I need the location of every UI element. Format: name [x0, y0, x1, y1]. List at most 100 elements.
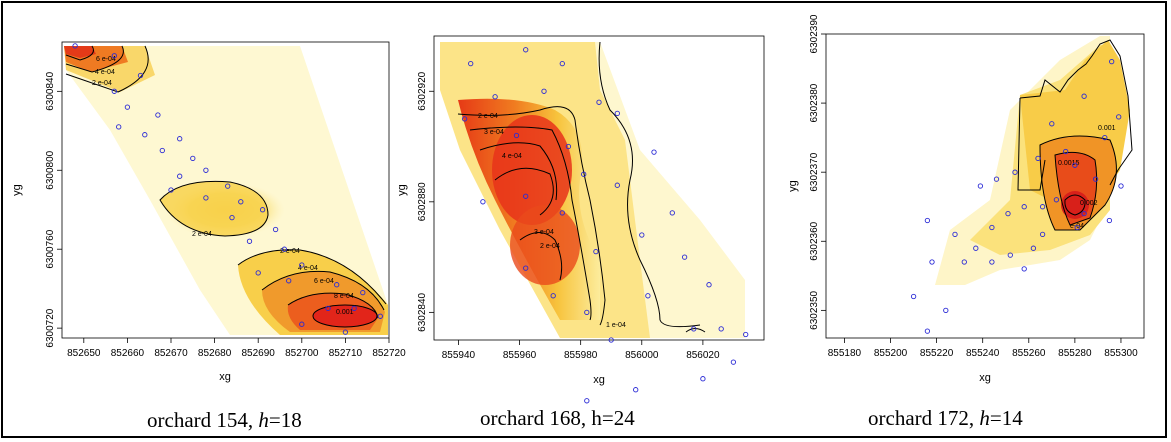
data-point [72, 43, 78, 49]
data-point [281, 246, 288, 252]
panel-2-caption: orchard 168, h=24 [480, 406, 635, 431]
y-tick-label: 6302390 [809, 14, 820, 53]
panel-1-points [72, 43, 383, 335]
data-point [259, 207, 266, 213]
panel-1-contour-label: 2 e-04 [280, 248, 300, 255]
y-tick-label: 6302360 [809, 221, 820, 260]
panel-2-x-label: xg [593, 374, 605, 386]
panel-3-contour-labels: 0.001 0.0015 0.002 e-04 [1058, 125, 1116, 230]
x-tick-label: 852700 [285, 348, 319, 359]
panel-1-heatmap [64, 46, 388, 335]
panel-2-caption-text: orchard 168, h=24 [480, 406, 635, 430]
data-point [1005, 210, 1011, 217]
data-point [989, 259, 995, 265]
panel-1-contour-label: 2 e-04 [192, 231, 212, 238]
data-point [706, 282, 712, 288]
panel-2-contour-label: 1 e-04 [606, 322, 626, 329]
x-tick-label: 855940 [442, 350, 476, 361]
panel-2-contour-label: 3 e-04 [484, 129, 504, 136]
data-point [238, 199, 244, 205]
panel-3-x-label: xg [979, 372, 991, 384]
data-point [581, 171, 587, 177]
panel-3-contour-label: 0.002 [1080, 200, 1098, 207]
data-point [681, 254, 688, 260]
data-point [1092, 176, 1099, 182]
data-point [137, 72, 144, 79]
data-point [111, 88, 117, 94]
data-point [1081, 210, 1087, 217]
panel-2-heatmap [440, 42, 745, 338]
panel-1-contour-label: 2 e-04 [92, 80, 112, 87]
y-tick-label: 6300800 [45, 150, 56, 189]
data-point [1030, 245, 1037, 251]
panel-2-contour-labels: 2 e-04 3 e-04 4 e-04 3 e-04 2 e-04 1 e-0… [478, 113, 626, 329]
panel-2-plot-area [433, 35, 765, 341]
panel-1-contour-label: 6 e-04 [314, 278, 334, 285]
data-point [645, 293, 651, 299]
data-point [1118, 183, 1124, 189]
y-tick-label: 6302840 [417, 292, 428, 331]
x-tick-label: 856020 [686, 350, 720, 361]
data-point [203, 167, 209, 173]
panel-2: 2 e-04 3 e-04 4 e-04 3 e-04 2 e-04 1 e-0… [396, 35, 765, 404]
panel-1-contour-label: 4 e-04 [298, 265, 318, 272]
x-tick-label: 852660 [111, 348, 145, 359]
data-point [286, 278, 292, 284]
data-point [584, 309, 590, 316]
y-tick-label: 6300760 [45, 229, 56, 268]
panel-1-caption-suffix: =18 [268, 408, 302, 432]
data-point [177, 173, 183, 179]
x-tick-label: 855300 [1104, 348, 1138, 359]
data-point [1007, 252, 1013, 258]
panel-2-contour-label: 2 e-04 [540, 243, 560, 250]
data-point [596, 99, 602, 105]
x-tick-label: 855960 [503, 350, 537, 361]
data-point [730, 359, 737, 365]
panel-2-contour-label: 3 e-04 [534, 229, 554, 236]
data-point [743, 331, 749, 338]
data-point [513, 132, 520, 139]
data-point [1049, 121, 1055, 127]
data-point [190, 155, 196, 162]
data-point [550, 293, 556, 299]
panel-3-caption: orchard 172, h=14 [868, 406, 1023, 431]
data-point [910, 293, 917, 300]
data-point [989, 224, 995, 231]
data-point [700, 376, 706, 382]
data-point [1102, 134, 1108, 141]
y-tick-label: 6302920 [417, 71, 428, 110]
panel-3-y-ticks: 6302350 6302360 6302370 6302380 6302390 [809, 14, 826, 330]
x-tick-label: 855240 [966, 348, 1000, 359]
data-point [559, 210, 565, 216]
y-tick-label: 6300720 [45, 308, 56, 347]
data-point [351, 305, 357, 312]
data-point [608, 337, 614, 343]
panel-3: 0.001 0.0015 0.002 e-04 855180 855200 8552… [787, 14, 1145, 384]
data-point [272, 226, 279, 233]
y-tick-label: 6302350 [809, 290, 820, 329]
panel-1-contour-label: 0.001 [336, 309, 354, 316]
data-point [565, 143, 572, 150]
x-tick-label: 852650 [67, 348, 101, 359]
data-point [325, 305, 331, 312]
x-tick-label: 855200 [874, 348, 908, 359]
y-tick-label: 6302380 [809, 83, 820, 122]
data-point [1039, 231, 1046, 238]
panel-1-contour-labels: 6 e-04 4 e-04 2 e-04 2 e-04 2 e-04 4 e-0… [92, 56, 354, 316]
x-tick-label: 852670 [154, 348, 188, 359]
y-tick-label: 6300840 [45, 71, 56, 110]
panel-1-x-label: xg [219, 371, 231, 383]
data-point [1063, 148, 1069, 155]
panel-3-caption-h: h [979, 406, 990, 430]
data-point [111, 53, 117, 59]
x-tick-label: 855220 [920, 348, 954, 359]
data-point [977, 183, 984, 189]
data-point [177, 136, 183, 142]
data-point [468, 60, 474, 67]
panel-2-contour-label: 4 e-04 [502, 153, 522, 160]
data-point [924, 328, 931, 334]
data-point [1053, 197, 1060, 203]
panel-3-caption-prefix: orchard 172, [868, 406, 980, 430]
data-point [1106, 217, 1113, 224]
data-point [952, 231, 958, 238]
